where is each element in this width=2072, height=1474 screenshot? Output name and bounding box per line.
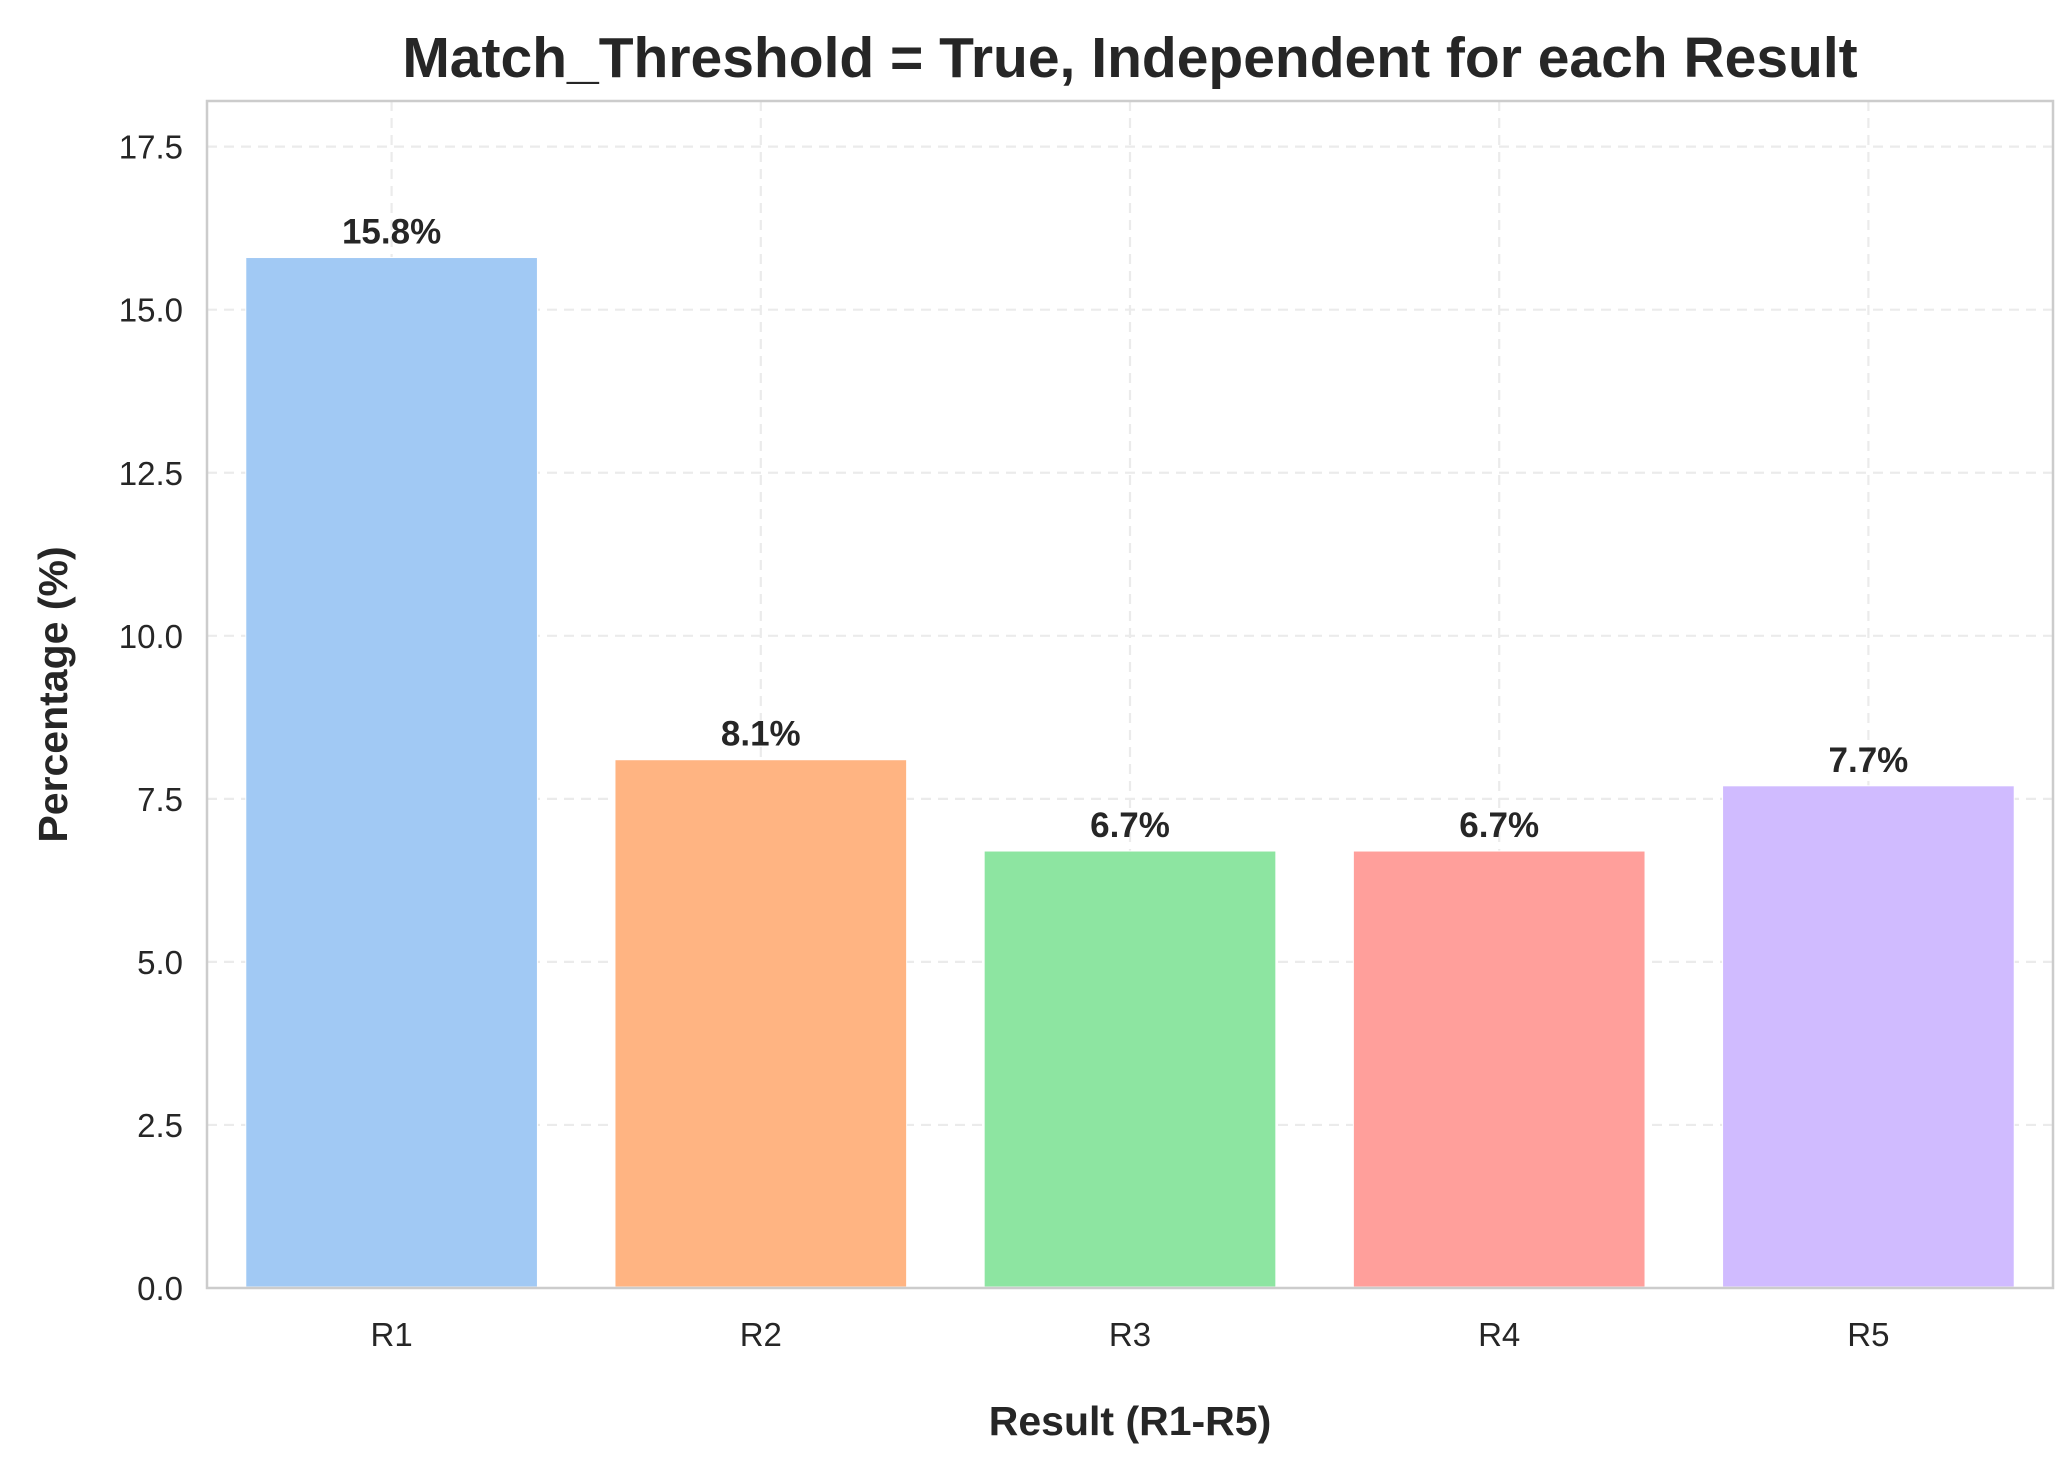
x-tick-label: R2	[740, 1316, 782, 1353]
label-layer: 15.8% 8.1% 6.7% 6.7% 7.7%	[342, 213, 1908, 846]
x-tick-label: R3	[1109, 1316, 1151, 1353]
bar-r2	[614, 759, 908, 1288]
y-tick-label: 0.0	[137, 1270, 183, 1307]
x-tick-label: R4	[1478, 1316, 1520, 1353]
bar-r3	[983, 850, 1277, 1288]
x-tick-label: R1	[371, 1316, 413, 1353]
bar-value-label: 7.7%	[1829, 741, 1909, 780]
y-axis-label: Percentage (%)	[30, 546, 76, 842]
bar-value-label: 15.8%	[342, 213, 441, 252]
tick-layer: 0.0 2.5 5.0 7.5 10.0 12.5 15.0 17.5 R1 R2 R3 R4 R5	[119, 129, 1890, 1353]
y-tick-label: 10.0	[119, 618, 183, 655]
bar-layer	[245, 257, 2015, 1288]
x-axis-label: Result (R1-R5)	[989, 1398, 1271, 1444]
bar-r5	[1722, 785, 2015, 1288]
chart-title: Match_Threshold = True, Independent for …	[402, 26, 1857, 90]
y-tick-label: 7.5	[137, 781, 183, 818]
y-tick-label: 12.5	[119, 455, 183, 492]
bar-r1	[245, 257, 538, 1288]
y-tick-label: 15.0	[119, 292, 183, 329]
x-tick-label: R5	[1847, 1316, 1889, 1353]
plot-frame	[205, 99, 2055, 1290]
bar-r4	[1352, 850, 1646, 1288]
y-tick-label: 2.5	[137, 1107, 183, 1144]
bar-value-label: 8.1%	[721, 715, 801, 754]
y-tick-label: 5.0	[137, 944, 183, 981]
bar-value-label: 6.7%	[1090, 806, 1170, 845]
bar-value-label: 6.7%	[1459, 806, 1539, 845]
y-tick-label: 17.5	[119, 129, 183, 166]
